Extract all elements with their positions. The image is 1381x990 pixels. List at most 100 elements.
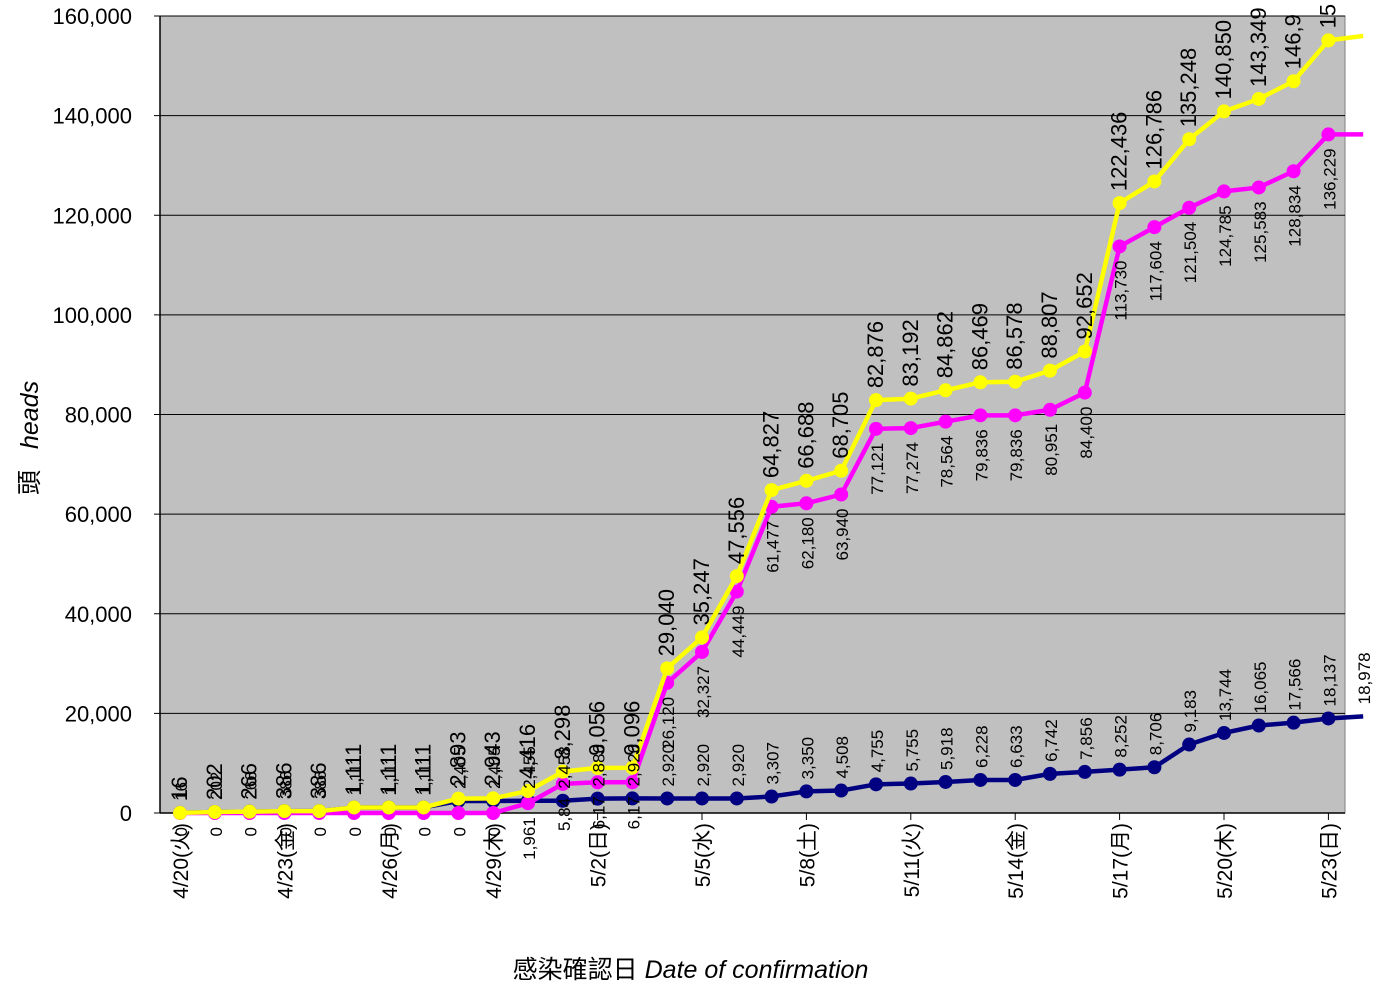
data-label-magenta: 26,120: [659, 697, 678, 749]
data-label-magenta: 124,785: [1216, 205, 1235, 266]
data-label-magenta: 0: [172, 827, 191, 836]
data-label-navy: 16: [172, 782, 191, 801]
data-point-yellow: [416, 800, 431, 815]
data-label-magenta: 44,449: [729, 606, 748, 658]
data-point-yellow: [764, 483, 779, 498]
data-label-navy: 386: [276, 771, 295, 799]
data-label-navy: 2,455: [520, 746, 539, 789]
x-tick-label: 5/23(日): [1318, 823, 1341, 899]
data-point-yellow: [903, 391, 918, 406]
data-point-yellow: [381, 800, 396, 815]
data-label-yellow: 146,9: [1281, 14, 1306, 69]
data-point-yellow: [695, 630, 709, 645]
x-tick-label: 4/20(火): [170, 823, 193, 899]
data-label-yellow: 29,040: [654, 589, 679, 656]
data-point-navy: [1286, 715, 1301, 730]
x-tick-label: 5/20(木): [1214, 823, 1237, 899]
x-tick-label: 5/2(日): [588, 823, 611, 887]
data-point-magenta: [1112, 239, 1127, 254]
data-label-navy: 4,755: [868, 730, 887, 773]
data-label-yellow: 9,056: [585, 701, 610, 756]
data-point-navy: [799, 784, 814, 799]
data-label-navy: 1,111: [381, 755, 400, 795]
data-point-magenta: [1147, 220, 1162, 235]
data-label-magenta: 78,564: [938, 436, 957, 488]
data-point-yellow: [521, 784, 535, 799]
data-label-magenta: 121,504: [1181, 222, 1200, 283]
data-label-navy: 2,405: [450, 746, 469, 789]
data-label-yellow: 1,111: [411, 744, 436, 796]
data-point-navy: [1077, 764, 1092, 779]
data-label-magenta: 77,274: [903, 442, 922, 494]
data-point-yellow: [277, 804, 292, 819]
data-label-yellow: 1,111: [341, 744, 366, 796]
x-tick-label: 5/5(水): [692, 823, 715, 887]
data-point-magenta: [1008, 408, 1023, 423]
data-point-magenta: [1217, 184, 1231, 199]
data-point-magenta: [486, 806, 501, 820]
data-label-yellow: 386: [306, 762, 331, 799]
data-label-yellow: 122,436: [1107, 112, 1132, 192]
data-label-yellow: 16: [167, 776, 192, 800]
data-label-yellow: 266: [237, 763, 262, 800]
data-label-navy: 3,350: [798, 737, 817, 780]
data-point-magenta: [799, 496, 814, 511]
data-point-yellow: [242, 804, 257, 819]
data-label-navy: 2,920: [659, 744, 678, 787]
data-label-magenta: 77,121: [868, 443, 887, 495]
data-label-yellow: 68,705: [828, 391, 853, 458]
svg-text:頭 heads: 頭 heads: [16, 381, 44, 495]
data-label-yellow: 143,349: [1246, 7, 1271, 87]
data-label-navy: 8,252: [1112, 715, 1131, 758]
data-point-navy: [1251, 718, 1266, 733]
data-point-yellow: [1008, 374, 1023, 389]
data-point-magenta: [1182, 200, 1197, 215]
data-label-magenta: 117,604: [1146, 241, 1165, 301]
data-label-magenta: 0: [242, 827, 261, 836]
data-point-magenta: [1321, 127, 1336, 142]
data-label-navy: 6,633: [1007, 725, 1026, 768]
data-point-yellow: [1077, 344, 1092, 359]
data-point-yellow: [173, 805, 187, 820]
data-label-navy: 2,920: [729, 744, 748, 787]
data-point-magenta: [1077, 385, 1092, 400]
data-label-navy: 1,111: [346, 755, 365, 795]
data-point-navy: [590, 791, 605, 806]
data-point-navy: [973, 772, 988, 787]
data-point-navy: [1321, 711, 1336, 726]
data-point-yellow: [869, 393, 883, 408]
data-label-navy: 1,111: [416, 755, 435, 795]
data-point-yellow: [973, 375, 988, 390]
data-point-yellow: [486, 791, 501, 806]
data-point-navy: [555, 793, 570, 808]
data-label-magenta: 6,17: [590, 796, 609, 829]
data-point-magenta: [555, 776, 570, 791]
y-tick-label: 60,000: [65, 502, 132, 527]
data-point-magenta: [729, 584, 744, 599]
data-label-navy: 202: [207, 772, 226, 800]
data-label-navy: 2,886: [590, 744, 609, 787]
data-point-yellow: [1043, 363, 1057, 378]
data-point-magenta: [869, 421, 883, 436]
data-label-magenta: 79,836: [1007, 429, 1026, 481]
data-point-yellow: [1286, 74, 1301, 89]
x-tick-label: 5/14(金): [1005, 823, 1028, 899]
data-label-yellow: 386: [271, 762, 296, 799]
data-point-navy: [869, 777, 883, 792]
data-point-yellow: [1251, 91, 1266, 106]
y-tick-label: 100,000: [52, 303, 132, 328]
data-point-magenta: [834, 487, 849, 502]
data-label-magenta: 0: [311, 827, 330, 836]
data-point-magenta: [1251, 180, 1266, 195]
data-point-yellow: [207, 804, 222, 819]
x-tick-label: 5/17(月): [1110, 823, 1133, 899]
data-label-yellow: 2,943: [480, 731, 505, 786]
data-label-navy: 5,918: [938, 727, 957, 770]
data-point-yellow: [590, 760, 605, 775]
x-axis-title: 感染確認日 Date of confirmation: [0, 950, 1381, 986]
data-point-navy: [1182, 737, 1197, 752]
data-point-yellow: [312, 804, 327, 819]
data-label-yellow: 66,688: [793, 402, 818, 469]
data-label-magenta: 62,180: [798, 517, 817, 569]
data-label-yellow: 8,298: [550, 705, 575, 760]
